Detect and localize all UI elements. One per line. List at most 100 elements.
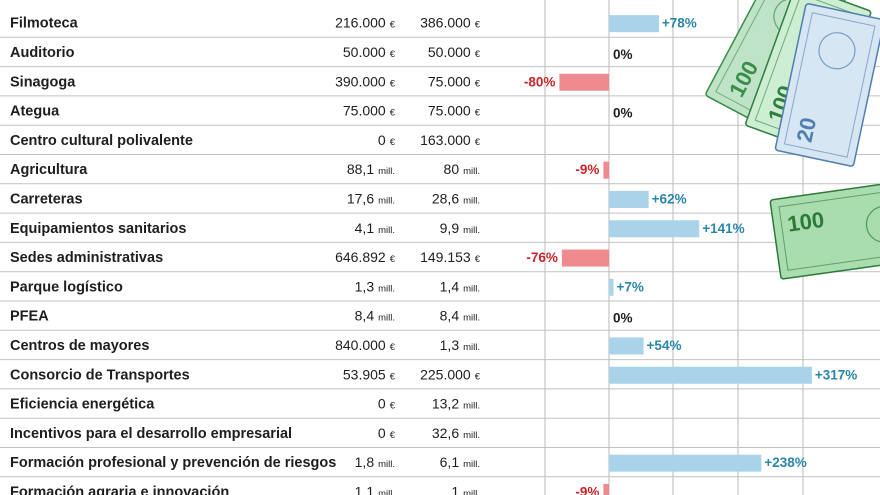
table-row: Formación agraria e innovación 1,1 mill. 1 m… [10,483,609,495]
bar [609,220,700,238]
percent-label: 0% [613,47,633,62]
value-2013-amount: 32,6 [432,425,459,441]
value-2012-amount: 75.000 [343,103,386,119]
value-2012-amount: 840.000 [335,337,386,353]
value-2013-unit: mill. [463,488,480,495]
value-2013: 50.000 € [428,44,481,60]
row-label: Consorcio de Transportes [10,367,190,383]
row-label: Sinagoga [10,74,76,90]
value-2013-amount: 50.000 [428,44,471,60]
value-2012-unit: mill. [378,195,395,206]
value-2013-unit: € [475,78,481,89]
row-label: Incentivos para el desarrollo empresaria… [10,426,292,442]
table-row: Incentivos para el desarrollo empresaria… [0,425,880,448]
value-2013: 225.000 € [420,366,481,382]
banknote-20-denomination: 20 [792,115,822,144]
value-2013-amount: 75.000 [428,103,471,119]
value-2013-unit: € [475,108,481,119]
value-2013: 149.153 € [420,249,481,265]
value-2012-amount: 1,1 [355,483,375,495]
bar [609,454,762,472]
value-2013-amount: 80 [444,161,460,177]
value-2013-unit: mill. [463,342,480,353]
value-2012-unit: € [390,108,396,119]
value-2012-unit: mill. [378,488,395,495]
row-label: Eficiencia energética [10,397,155,413]
banknotes-illustration: 100EURO100EURO20100 [705,0,880,280]
chart-rows: Filmoteca 216.000 €386.000 € +78% Auditorio 50… [0,15,880,495]
value-2013-amount: 6,1 [440,454,460,470]
bar [603,483,609,495]
table-row: Agricultura 88,1 mill. 80 mill. -9% [0,161,880,185]
table-row: Filmoteca 216.000 €386.000 € +78% [0,15,880,38]
value-2012: 1,1 mill. [355,483,395,495]
value-2013: 6,1 mill. [440,454,480,470]
percent-label: +62% [652,191,687,206]
row-label: Equipamientos sanitarios [10,221,186,237]
value-2013-amount: 1,3 [440,337,460,353]
table-row: Parque logístico 1,3 mill. 1,4 mill. +7% [0,278,880,302]
row-label: Filmoteca [10,16,79,32]
row-label: PFEA [10,309,49,325]
value-2012-unit: € [390,78,396,89]
value-2013: 80 mill. [444,161,480,177]
value-2013-amount: 1,4 [440,278,460,294]
value-2012-unit: € [390,49,396,60]
value-2012-amount: 88,1 [347,161,374,177]
value-2013-amount: 13,2 [432,396,459,412]
bar [609,278,614,296]
value-2013: 163.000 € [420,132,481,148]
value-2012-amount: 0 [378,396,386,412]
banknote-20-emblem [818,32,856,70]
percent-label: +7% [616,279,643,294]
percent-label: -9% [575,162,599,177]
table-row: PFEA 8,4 mill. 8,4 mill. 0% [0,308,880,331]
value-2013-unit: € [475,137,481,148]
percent-label: -9% [575,484,599,495]
percent-label: 0% [613,106,633,121]
bar [609,190,649,208]
value-2012-unit: € [390,430,396,441]
banknote-20: 20 [774,3,880,167]
value-2012-amount: 0 [378,132,386,148]
value-2013: 1 mill. [451,483,480,495]
value-2013: 28,6 mill. [432,190,480,206]
value-2013: 13,2 mill. [432,396,480,412]
value-2013-amount: 8,4 [440,308,460,324]
value-2012-amount: 50.000 [343,44,386,60]
value-2013-unit: mill. [463,283,480,294]
value-2012-amount: 0 [378,425,386,441]
row-label: Parque logístico [10,279,123,295]
value-2012: 390.000 € [335,73,396,89]
value-2012-unit: mill. [378,459,395,470]
row-label: Centros de mayores [10,338,149,354]
value-2013-amount: 75.000 [428,73,471,89]
row-label: Agricultura [10,162,88,178]
value-2012-amount: 1,3 [355,278,375,294]
table-row: Ategua 75.000 €75.000 €0% [0,103,880,126]
value-2012: 53.905 € [343,366,396,382]
value-2012-amount: 646.892 [335,249,386,265]
percent-label: +238% [764,455,806,470]
value-2012-amount: 53.905 [343,366,386,382]
percent-label: +317% [815,367,857,382]
table-row: Auditorio 50.000 €50.000 €0% [0,44,880,68]
value-2012-unit: € [390,20,396,31]
value-2013-unit: € [475,20,481,31]
value-2012: 4,1 mill. [355,220,395,236]
banknote-20-body [774,3,880,167]
percent-label: -80% [524,74,556,89]
bar [561,249,609,267]
value-2012: 75.000 € [343,103,396,119]
value-2013-unit: mill. [463,401,480,412]
value-2013: 1,3 mill. [440,337,480,353]
value-2012-amount: 1,8 [355,454,375,470]
banknote-100-c-emblem [865,205,880,243]
value-2012-amount: 4,1 [355,220,375,236]
value-2012-unit: € [390,342,396,353]
value-2013: 32,6 mill. [432,425,480,441]
value-2013-amount: 163.000 [420,132,471,148]
table-row: Consorcio de Transportes 53.905 € 225.000 € +… [0,366,880,390]
bar [609,337,644,355]
